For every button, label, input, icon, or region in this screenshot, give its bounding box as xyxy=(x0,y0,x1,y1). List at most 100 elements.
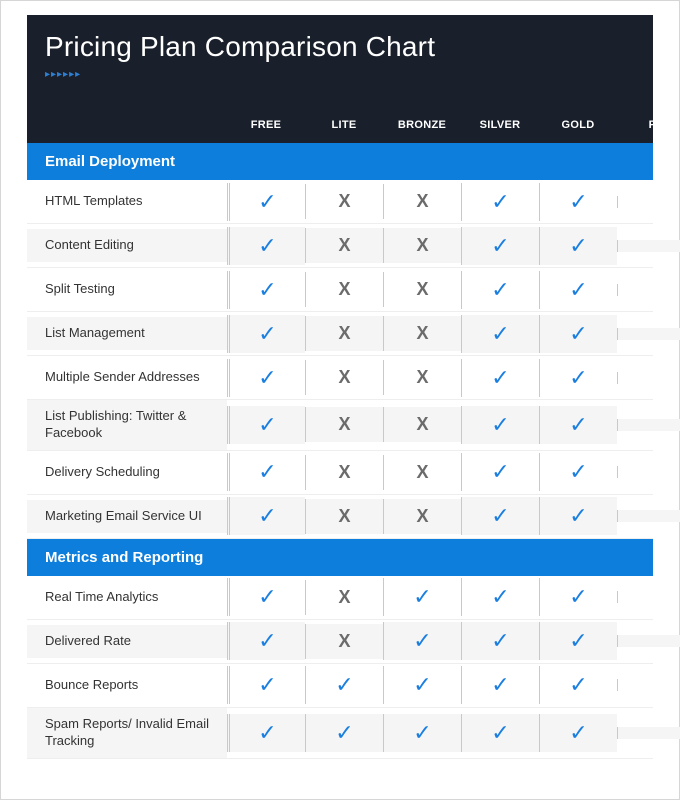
check-icon: ✓ xyxy=(569,672,587,697)
plan-header-bronze: BRONZE xyxy=(383,119,461,131)
feature-table: HTML Templates✓XX✓✓Content Editing✓XX✓✓S… xyxy=(27,180,653,539)
cross-icon: X xyxy=(338,323,350,343)
feature-label: Multiple Sender Addresses xyxy=(27,361,227,394)
feature-cell: X xyxy=(305,316,383,351)
check-icon: ✓ xyxy=(491,720,509,745)
feature-cell xyxy=(617,328,680,340)
cross-icon: X xyxy=(416,414,428,434)
feature-cell: X xyxy=(383,407,461,442)
check-icon: ✓ xyxy=(569,365,587,390)
feature-cell: ✓ xyxy=(539,359,617,397)
feature-cell: X xyxy=(305,228,383,263)
feature-cell: ✓ xyxy=(227,622,305,660)
feature-cell xyxy=(617,727,680,739)
feature-cell: X xyxy=(305,580,383,615)
feature-label: Delivery Scheduling xyxy=(27,456,227,489)
check-icon: ✓ xyxy=(258,720,276,745)
check-icon: ✓ xyxy=(491,277,509,302)
check-icon: ✓ xyxy=(258,412,276,437)
check-icon: ✓ xyxy=(258,584,276,609)
feature-cell: ✓ xyxy=(461,315,539,353)
feature-label: Bounce Reports xyxy=(27,669,227,702)
feature-cell: X xyxy=(383,272,461,307)
feature-cell: ✓ xyxy=(227,271,305,309)
check-icon: ✓ xyxy=(413,672,431,697)
feature-label: HTML Templates xyxy=(27,185,227,218)
cross-icon: X xyxy=(416,367,428,387)
table-row: Split Testing✓XX✓✓ xyxy=(27,268,653,312)
feature-cell: ✓ xyxy=(227,359,305,397)
feature-cell: ✓ xyxy=(461,714,539,752)
feature-cell: X xyxy=(383,499,461,534)
cross-icon: X xyxy=(416,279,428,299)
feature-cell: ✓ xyxy=(461,666,539,704)
plan-header-spacer xyxy=(27,119,227,131)
check-icon: ✓ xyxy=(491,503,509,528)
feature-cell: ✓ xyxy=(227,497,305,535)
cross-icon: X xyxy=(338,279,350,299)
feature-label: Split Testing xyxy=(27,273,227,306)
feature-cell: ✓ xyxy=(227,666,305,704)
feature-cell: ✓ xyxy=(305,714,383,752)
check-icon: ✓ xyxy=(335,672,353,697)
feature-cell xyxy=(617,240,680,252)
feature-cell: ✓ xyxy=(227,578,305,616)
table-row: Spam Reports/ Invalid Email Tracking ✓ ✓ ✓ ✓… xyxy=(27,708,653,759)
cross-icon: X xyxy=(416,191,428,211)
check-icon: ✓ xyxy=(491,189,509,214)
feature-cell: ✓ xyxy=(461,227,539,265)
feature-cell: ✓ xyxy=(461,622,539,660)
check-icon: ✓ xyxy=(569,321,587,346)
feature-cell xyxy=(617,635,680,647)
feature-cell: ✓ xyxy=(227,406,305,444)
check-icon: ✓ xyxy=(413,720,431,745)
cross-icon: X xyxy=(416,323,428,343)
cross-icon: X xyxy=(416,506,428,526)
feature-cell: ✓ xyxy=(539,578,617,616)
table-row: Delivery Scheduling✓XX✓✓ xyxy=(27,451,653,495)
feature-cell: ✓ xyxy=(539,453,617,491)
cross-icon: X xyxy=(338,587,350,607)
feature-cell: ✓ xyxy=(539,227,617,265)
cross-icon: X xyxy=(338,506,350,526)
table-row: Bounce Reports ✓ ✓ ✓ ✓ ✓ xyxy=(27,664,653,708)
check-icon: ✓ xyxy=(491,459,509,484)
feature-cell: ✓ xyxy=(305,666,383,704)
table-row: Multiple Sender Addresses✓XX✓✓ xyxy=(27,356,653,400)
feature-label: Content Editing xyxy=(27,229,227,262)
feature-cell: X xyxy=(383,184,461,219)
feature-cell: ✓ xyxy=(539,666,617,704)
check-icon: ✓ xyxy=(569,503,587,528)
feature-cell: ✓ xyxy=(539,622,617,660)
feature-label: Spam Reports/ Invalid Email Tracking xyxy=(27,708,227,758)
header: Pricing Plan Comparison Chart ▸▸▸▸▸▸ FRE… xyxy=(27,15,653,143)
check-icon: ✓ xyxy=(569,277,587,302)
content-frame: Pricing Plan Comparison Chart ▸▸▸▸▸▸ FRE… xyxy=(27,15,653,759)
feature-cell: ✓ xyxy=(539,497,617,535)
feature-cell: X xyxy=(305,407,383,442)
check-icon: ✓ xyxy=(258,459,276,484)
check-icon: ✓ xyxy=(258,503,276,528)
table-row: Real Time Analytics✓X✓✓✓ xyxy=(27,576,653,620)
check-icon: ✓ xyxy=(491,321,509,346)
feature-cell: ✓ xyxy=(383,714,461,752)
plan-header-lite: LITE xyxy=(305,119,383,131)
feature-cell: ✓ xyxy=(461,406,539,444)
feature-cell xyxy=(617,466,680,478)
feature-cell: ✓ xyxy=(227,714,305,752)
sections-container: Email DeploymentHTML Templates✓XX✓✓Conte… xyxy=(27,143,653,759)
check-icon: ✓ xyxy=(569,189,587,214)
plan-header-free: FREE xyxy=(227,119,305,131)
check-icon: ✓ xyxy=(491,412,509,437)
feature-cell: X xyxy=(383,316,461,351)
feature-cell: ✓ xyxy=(539,183,617,221)
feature-label: List Publishing: Twitter & Facebook xyxy=(27,400,227,450)
feature-cell xyxy=(617,284,680,296)
check-icon: ✓ xyxy=(491,672,509,697)
check-icon: ✓ xyxy=(491,233,509,258)
check-icon: ✓ xyxy=(491,584,509,609)
feature-cell: ✓ xyxy=(539,406,617,444)
feature-cell: ✓ xyxy=(227,227,305,265)
check-icon: ✓ xyxy=(258,672,276,697)
check-icon: ✓ xyxy=(569,233,587,258)
